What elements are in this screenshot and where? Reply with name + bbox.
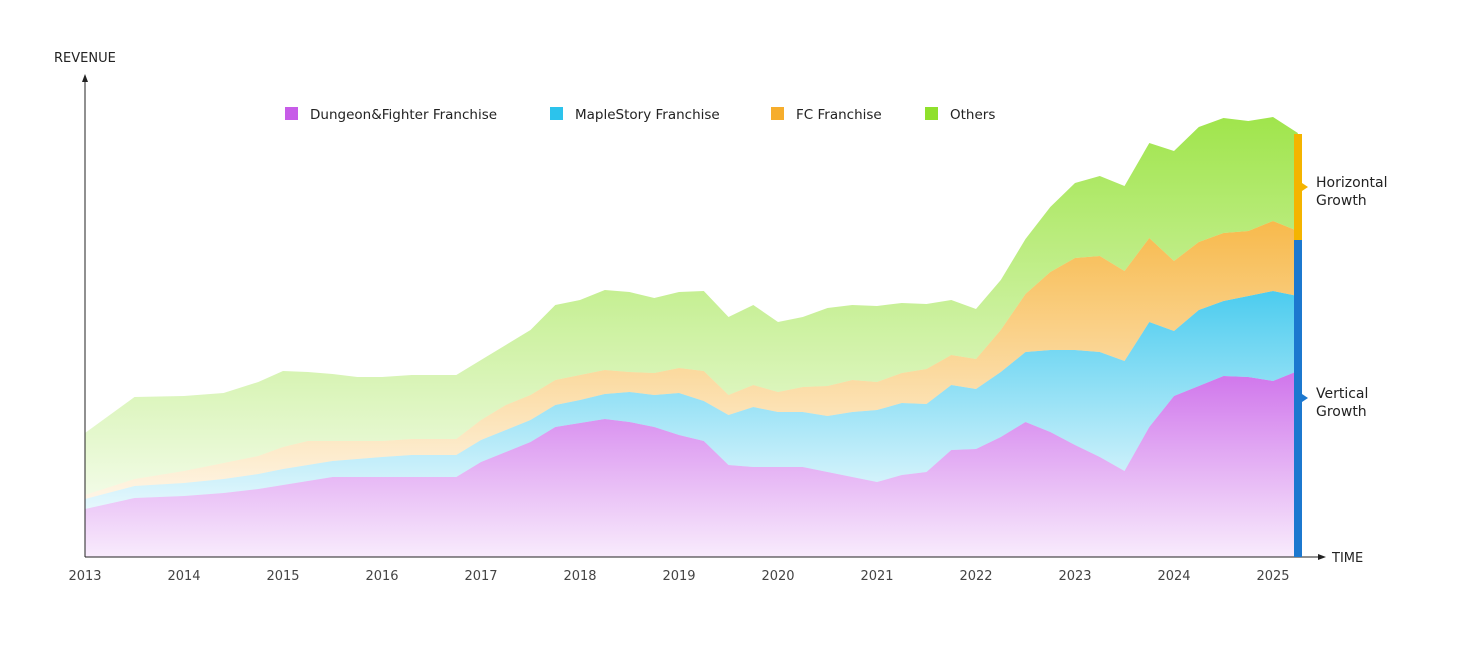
x-tick-label: 2019 bbox=[662, 569, 695, 584]
x-tick-label: 2022 bbox=[959, 569, 992, 584]
legend-swatch-icon bbox=[771, 107, 784, 120]
x-axis-label: TIME bbox=[1331, 551, 1363, 566]
axes-layer: REVENUE TIME bbox=[54, 51, 1363, 566]
area-maplestory-franchise bbox=[85, 291, 1298, 509]
x-tick-label: 2013 bbox=[68, 569, 101, 584]
legend-label: FC Franchise bbox=[796, 107, 882, 123]
x-tick-label: 2018 bbox=[563, 569, 596, 584]
x-tick-label: 2014 bbox=[167, 569, 200, 584]
area-others bbox=[85, 117, 1298, 495]
horizontal-growth-bar bbox=[1294, 134, 1302, 240]
x-tick-label: 2021 bbox=[860, 569, 893, 584]
x-tick-label: 2017 bbox=[464, 569, 497, 584]
vertical-growth-label: Vertical Growth bbox=[1316, 386, 1368, 420]
vertical-growth-pointer-icon bbox=[1302, 394, 1308, 402]
legend-label: MapleStory Franchise bbox=[575, 107, 720, 123]
horizontal-growth-label: Horizontal Growth bbox=[1316, 175, 1387, 209]
area-fc-franchise bbox=[85, 221, 1298, 499]
growth-annotations: Horizontal Growth Vertical Growth bbox=[1294, 134, 1387, 557]
legend-label: Dungeon&Fighter Franchise bbox=[310, 107, 497, 123]
area-dungeon-fighter-franchise bbox=[85, 371, 1298, 557]
legend-swatch-icon bbox=[285, 107, 298, 120]
legend-swatch-icon bbox=[550, 107, 563, 120]
x-tick-label: 2024 bbox=[1157, 569, 1190, 584]
y-axis-arrow-icon bbox=[82, 74, 88, 82]
vertical-growth-bar bbox=[1294, 240, 1302, 557]
legend: Dungeon&Fighter Franchise MapleStory Fran… bbox=[285, 107, 995, 123]
legend-swatch-icon bbox=[925, 107, 938, 120]
x-tick-labels: 2013 2014 2015 2016 2017 2018 2019 2020 2021 2022… bbox=[68, 569, 1289, 584]
x-tick-label: 2016 bbox=[365, 569, 398, 584]
y-axis-label: REVENUE bbox=[54, 51, 116, 66]
horizontal-growth-pointer-icon bbox=[1302, 183, 1308, 191]
legend-label: Others bbox=[950, 107, 995, 123]
areas-layer bbox=[85, 117, 1298, 557]
x-tick-label: 2015 bbox=[266, 569, 299, 584]
x-tick-label: 2020 bbox=[761, 569, 794, 584]
x-tick-label: 2023 bbox=[1058, 569, 1091, 584]
x-tick-label: 2025 bbox=[1256, 569, 1289, 584]
x-axis-arrow-icon bbox=[1318, 554, 1326, 560]
